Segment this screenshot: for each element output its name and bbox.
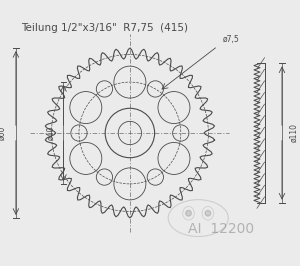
- Text: AI  12200: AI 12200: [188, 222, 255, 236]
- Text: ø7,5: ø7,5: [223, 35, 239, 44]
- Text: ø110: ø110: [289, 123, 298, 143]
- Circle shape: [186, 210, 191, 216]
- Text: ø60: ø60: [0, 126, 7, 140]
- Text: ø40: ø40: [46, 126, 56, 140]
- Text: Teilung 1/2"x3/16"  R7,75  (415): Teilung 1/2"x3/16" R7,75 (415): [21, 23, 188, 34]
- Circle shape: [205, 210, 211, 216]
